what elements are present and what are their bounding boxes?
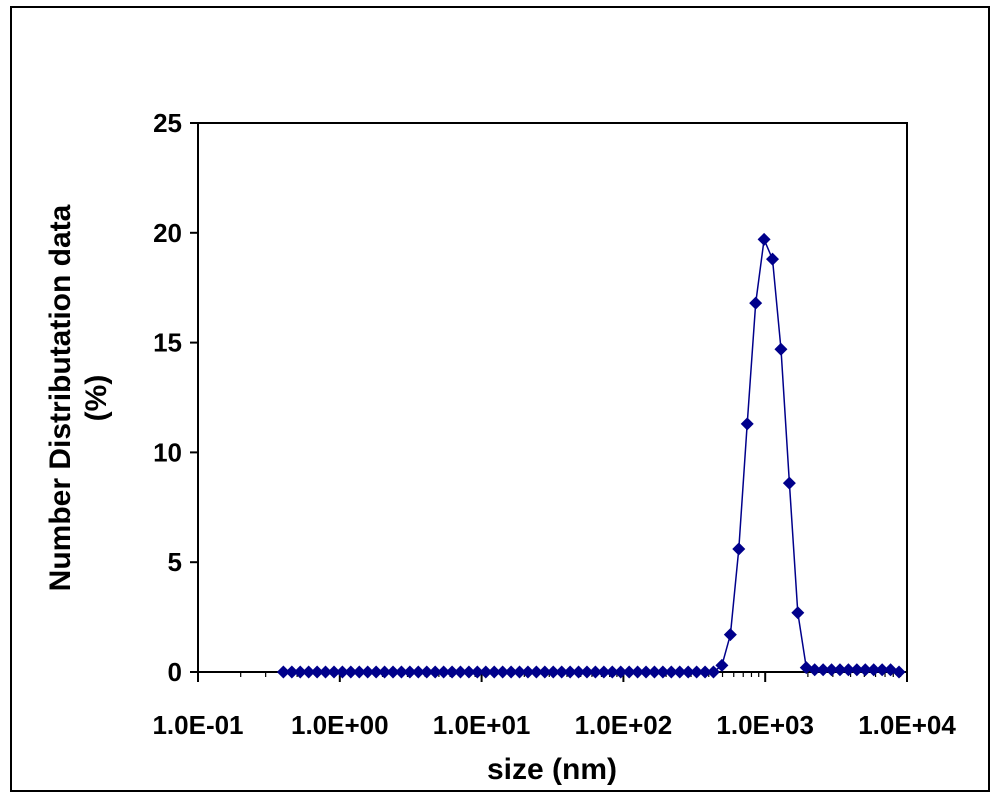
data-point <box>892 665 906 679</box>
data-point <box>858 663 872 677</box>
data-point <box>437 665 451 679</box>
data-point <box>622 665 636 679</box>
data-point <box>428 665 442 679</box>
data-point <box>513 665 527 679</box>
x-tick-label: 1.0E+03 <box>716 710 814 740</box>
data-point <box>504 665 518 679</box>
data-point <box>344 665 358 679</box>
data-point <box>521 665 535 679</box>
data-point <box>875 663 889 677</box>
data-point <box>335 665 349 679</box>
y-tick-label: 20 <box>153 218 182 248</box>
plot-area <box>197 122 908 673</box>
y-tick-label: 10 <box>153 437 182 467</box>
x-tick-label: 1.0E-01 <box>152 710 243 740</box>
y-tick-label: 5 <box>168 547 182 577</box>
data-point <box>420 665 434 679</box>
data-point <box>841 663 855 677</box>
x-axis-title: size (nm) <box>487 753 617 786</box>
x-axis-ticks: 1.0E-01 1.0E+00 1.0E+01 1.0E+02 1.0E+03 1.0E+… <box>152 672 956 740</box>
data-point <box>605 665 619 679</box>
data-point <box>749 296 763 310</box>
data-point <box>597 665 611 679</box>
series-layer <box>276 232 906 679</box>
data-point <box>496 665 510 679</box>
data-point <box>740 417 754 431</box>
data-point <box>715 658 729 672</box>
data-point <box>757 232 771 246</box>
data-point <box>386 665 400 679</box>
data-point <box>310 665 324 679</box>
data-point <box>403 665 417 679</box>
data-point <box>808 663 822 677</box>
data-point <box>319 665 333 679</box>
data-point <box>681 665 695 679</box>
data-point <box>555 665 569 679</box>
data-point <box>816 663 830 677</box>
data-point <box>656 665 670 679</box>
data-point <box>766 252 780 266</box>
data-point <box>453 665 467 679</box>
data-point <box>572 665 586 679</box>
data-point <box>631 665 645 679</box>
y-tick-label: 25 <box>153 108 182 138</box>
data-point <box>698 665 712 679</box>
data-point <box>639 665 653 679</box>
y-axis-title: Number Distributation data (%) <box>44 204 113 591</box>
data-point <box>580 665 594 679</box>
data-point <box>782 476 796 490</box>
data-point <box>647 665 661 679</box>
data-point <box>614 665 628 679</box>
data-point <box>774 342 788 356</box>
x-tick-label: 1.0E+00 <box>291 710 389 740</box>
data-point <box>690 665 704 679</box>
data-point <box>369 665 383 679</box>
data-point <box>445 665 459 679</box>
data-point <box>850 663 864 677</box>
data-point <box>588 665 602 679</box>
data-point <box>479 665 493 679</box>
data-point <box>462 665 476 679</box>
data-point <box>276 665 290 679</box>
data-point <box>732 542 746 556</box>
data-point <box>538 665 552 679</box>
x-tick-label: 1.0E+04 <box>858 710 956 740</box>
data-point <box>394 665 408 679</box>
data-point <box>563 665 577 679</box>
data-point <box>378 665 392 679</box>
data-point <box>302 665 316 679</box>
x-tick-label: 1.0E+01 <box>433 710 531 740</box>
data-point <box>285 665 299 679</box>
y-axis-title-line1: Number Distributation data <box>44 204 77 591</box>
y-axis-ticks: 0 5 10 15 20 25 <box>153 108 198 687</box>
data-point <box>723 628 737 642</box>
x-tick-label: 1.0E+02 <box>575 710 673 740</box>
data-point <box>791 606 805 620</box>
chart-frame: 0 5 10 15 20 25 1.0E-01 1.0E+00 1.0E+01 1.0E+02 1… <box>10 6 990 792</box>
data-point <box>352 665 366 679</box>
data-point <box>327 665 341 679</box>
y-tick-label: 0 <box>168 657 182 687</box>
data-point <box>293 665 307 679</box>
data-point <box>706 665 720 679</box>
data-point <box>664 665 678 679</box>
data-point <box>673 665 687 679</box>
data-point <box>470 665 484 679</box>
y-axis-title-line2: (%) <box>80 375 113 422</box>
data-point <box>361 665 375 679</box>
y-tick-label: 15 <box>153 328 182 358</box>
data-point <box>487 665 501 679</box>
data-point <box>546 665 560 679</box>
data-point <box>833 663 847 677</box>
data-point <box>411 665 425 679</box>
data-point <box>825 663 839 677</box>
data-point <box>867 663 881 677</box>
data-point <box>529 665 543 679</box>
